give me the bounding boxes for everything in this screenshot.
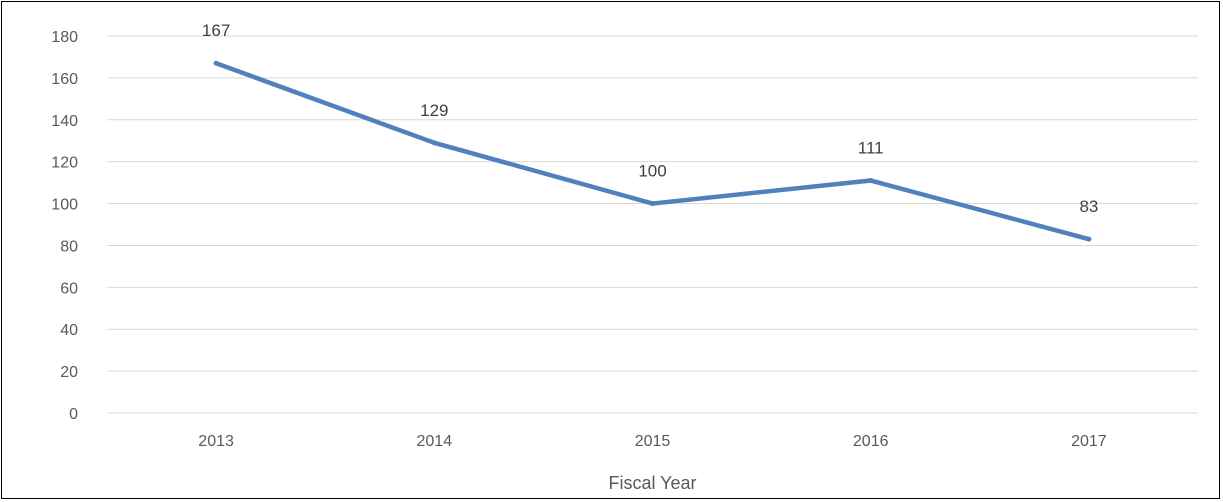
series-group	[213, 60, 1092, 242]
data-label: 167	[202, 21, 230, 40]
y-tick-label: 0	[69, 406, 78, 423]
data-labels: 167 129 100 111 83	[202, 21, 1098, 216]
x-tick-label: 2013	[198, 433, 234, 450]
y-tick-label: 140	[51, 113, 78, 130]
y-tick-label: 160	[51, 71, 78, 88]
data-label: 111	[858, 139, 884, 158]
data-point	[650, 201, 655, 207]
data-label: 129	[420, 101, 448, 120]
x-axis-title: Fiscal Year	[608, 473, 696, 493]
y-tick-label: 60	[60, 280, 78, 297]
x-tick-label: 2014	[417, 433, 453, 450]
x-tick-label: 2017	[1071, 433, 1107, 450]
y-tick-label: 100	[51, 197, 78, 214]
y-tick-label: 80	[60, 238, 78, 255]
y-tick-label: 40	[60, 322, 78, 339]
x-tick-label: 2016	[853, 433, 889, 450]
x-axis-tick-labels: 2013 2014 2015 2016 2017	[198, 433, 1106, 450]
gridlines	[107, 35, 1198, 414]
y-tick-label: 20	[60, 364, 78, 381]
series-line	[213, 60, 1092, 242]
data-point	[868, 178, 874, 184]
data-label: 83	[1079, 197, 1098, 216]
x-tick-label: 2015	[635, 433, 671, 450]
y-tick-label: 180	[51, 29, 78, 46]
data-point	[213, 60, 219, 66]
data-point	[431, 140, 437, 146]
y-tick-label: 120	[51, 155, 78, 172]
data-point	[1086, 236, 1092, 242]
data-label: 100	[638, 162, 666, 181]
y-axis-tick-labels: 0 20 40 60 80 100 120 140 160 180	[51, 29, 78, 423]
